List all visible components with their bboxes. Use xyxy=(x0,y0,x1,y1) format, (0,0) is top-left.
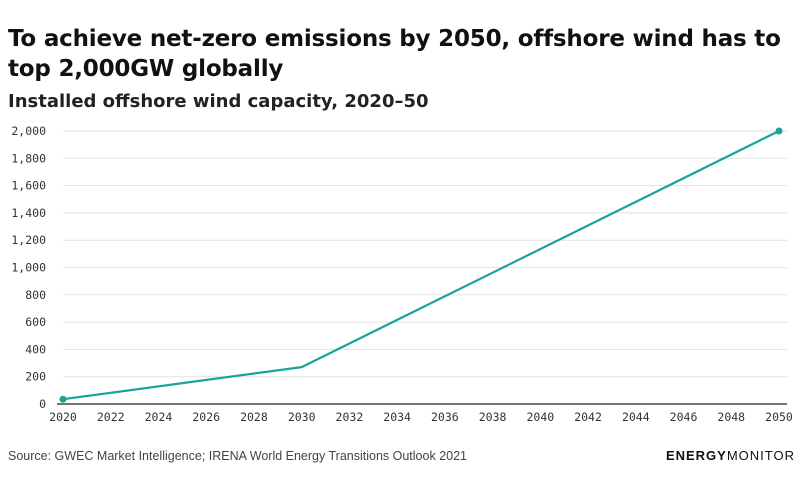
x-axis-tick-labels: 2020 2022 2024 2026 2028 2030 2032 2034 2036 2038… xyxy=(49,410,793,424)
y-tick-label: 1,200 xyxy=(11,233,46,247)
x-tick-label: 2038 xyxy=(479,410,507,424)
y-tick-label: 1,000 xyxy=(11,261,46,275)
x-tick-label: 2026 xyxy=(192,410,220,424)
x-tick-label: 2050 xyxy=(765,410,793,424)
chart-subtitle: Installed offshore wind capacity, 2020–5… xyxy=(8,91,429,112)
source-note: Source: GWEC Market Intelligence; IRENA … xyxy=(8,449,467,463)
x-tick-label: 2024 xyxy=(145,410,173,424)
x-tick-label: 2036 xyxy=(431,410,459,424)
x-tick-label: 2040 xyxy=(526,410,554,424)
chart-title: To achieve net-zero emissions by 2050, o… xyxy=(8,26,781,82)
x-tick-label: 2020 xyxy=(49,410,77,424)
data-point xyxy=(775,127,783,135)
y-tick-label: 1,600 xyxy=(11,179,46,193)
x-tick-label: 2032 xyxy=(336,410,364,424)
series-layer xyxy=(59,127,783,403)
y-tick-label: 600 xyxy=(25,315,46,329)
x-tick-label: 2042 xyxy=(574,410,602,424)
gridlines xyxy=(63,130,787,378)
brand-logo-energy: ENERGY xyxy=(665,448,727,463)
y-axis-tick-labels: 0 200 400 600 800 1,000 1,200 1,400 1,600 1,800 2,… xyxy=(11,124,46,411)
y-tick-label: 1,800 xyxy=(11,151,46,165)
y-tick-label: 800 xyxy=(25,288,46,302)
x-tick-label: 2046 xyxy=(670,410,698,424)
y-tick-label: 0 xyxy=(39,397,46,411)
y-tick-label: 200 xyxy=(25,370,46,384)
x-tick-label: 2048 xyxy=(717,410,745,424)
y-tick-label: 1,400 xyxy=(11,206,46,220)
brand-logo: ENERGYMONITOR xyxy=(666,448,795,463)
y-tick-label: 2,000 xyxy=(11,124,46,138)
x-tick-label: 2034 xyxy=(383,410,411,424)
y-tick-label: 400 xyxy=(25,342,46,356)
x-tick-label: 2030 xyxy=(288,410,316,424)
series-line xyxy=(61,129,781,401)
x-tick-label: 2022 xyxy=(97,410,125,424)
x-tick-label: 2028 xyxy=(240,410,268,424)
data-point xyxy=(59,395,67,403)
brand-logo-monitor: MONITOR xyxy=(726,448,795,463)
x-tick-label: 2044 xyxy=(622,410,650,424)
